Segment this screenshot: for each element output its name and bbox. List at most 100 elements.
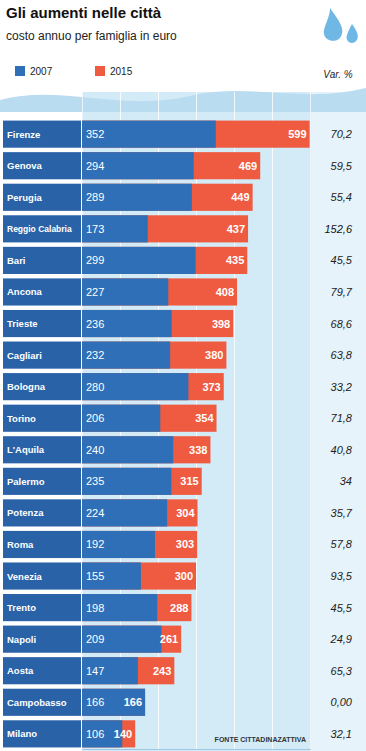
wave — [0, 88, 366, 112]
change-label: 93,5 — [331, 570, 353, 582]
category-label: Genova — [7, 160, 43, 171]
bar — [82, 626, 181, 653]
data-label: 261 — [160, 633, 178, 645]
change-label: 24,9 — [330, 633, 352, 645]
bar — [82, 405, 217, 432]
data-label: 380 — [205, 349, 223, 361]
tick — [310, 92, 311, 749]
data-label: 304 — [176, 507, 195, 519]
data-label: 599 — [288, 128, 306, 140]
change-label: 45,5 — [331, 602, 353, 614]
data-label: 235 — [86, 475, 104, 487]
bar — [82, 468, 171, 495]
category-box — [3, 152, 81, 179]
category-box — [3, 247, 81, 274]
category-box — [3, 121, 81, 148]
data-label: 173 — [86, 223, 104, 235]
plot-background — [82, 92, 310, 751]
bar — [82, 468, 202, 495]
category-box — [3, 310, 81, 337]
bar — [82, 720, 135, 747]
category-box — [3, 405, 81, 432]
data-label: 106 — [86, 728, 104, 740]
category-label: Napoli — [7, 634, 36, 645]
category-label: Aosta — [7, 665, 34, 676]
bar — [82, 310, 172, 337]
category-box — [3, 499, 81, 526]
subtitle: costo annuo per famiglia in euro — [6, 29, 177, 43]
data-label: 398 — [212, 318, 230, 330]
bars — [82, 121, 310, 748]
category-label: Campobasso — [7, 697, 67, 708]
bar — [82, 278, 168, 305]
data-label: 224 — [86, 507, 104, 519]
category-label: Reggio Calabria — [7, 224, 72, 234]
data-label: 192 — [86, 538, 104, 550]
data-label: 209 — [86, 633, 104, 645]
data-label: 299 — [86, 254, 104, 266]
data-label: 140 — [114, 728, 132, 740]
change-label: 70,2 — [331, 128, 352, 140]
legend-swatch — [15, 66, 25, 76]
bar — [82, 247, 196, 274]
data-label: 303 — [176, 538, 194, 550]
category-label: Palermo — [7, 476, 45, 487]
category-box — [3, 373, 81, 400]
source: FONTE CITTADINAZATTIVA — [215, 736, 306, 743]
change-label: 59,5 — [331, 160, 353, 172]
legend-label: 2007 — [30, 66, 53, 77]
title: Gli aumenti nelle città — [6, 4, 162, 21]
change-label: 45,5 — [331, 254, 353, 266]
change-label: 57,8 — [331, 538, 353, 550]
data-label: 243 — [153, 665, 171, 677]
data-label: 288 — [170, 602, 188, 614]
data-label: 289 — [86, 191, 104, 203]
bar — [82, 278, 237, 305]
chart: Gli aumenti nelle città costo annuo per f… — [0, 0, 366, 751]
category-box — [3, 468, 81, 495]
bar — [82, 121, 216, 148]
bar — [82, 531, 197, 558]
category-label: Trento — [7, 602, 36, 613]
change-label: 65,3 — [331, 665, 353, 677]
data-label: 352 — [86, 128, 104, 140]
category-box — [3, 562, 81, 589]
data-label: 408 — [216, 286, 234, 298]
bar — [82, 689, 145, 716]
bar — [82, 310, 233, 337]
category-box — [3, 720, 81, 747]
grid-line — [272, 92, 273, 749]
change-label: 79,7 — [331, 286, 353, 298]
data-label: 435 — [226, 254, 244, 266]
data-label: 147 — [86, 665, 104, 677]
bar — [82, 121, 310, 148]
data-label: 338 — [189, 444, 207, 456]
category-label: Venezia — [7, 571, 43, 582]
category-box — [3, 531, 81, 558]
category-label: Perugia — [7, 192, 43, 203]
category-label: Milano — [7, 728, 37, 739]
bar — [82, 405, 160, 432]
data-label: 315 — [180, 475, 198, 487]
change-label: 68,6 — [331, 318, 353, 330]
bar — [82, 626, 161, 653]
data-label: 232 — [86, 349, 104, 361]
bar — [82, 373, 188, 400]
data-label: 280 — [86, 381, 104, 393]
category-box — [3, 184, 81, 211]
data-labels: 3522942891732992272362322802062402352241… — [86, 128, 307, 740]
category-label: Potenza — [7, 507, 44, 518]
data-label: 354 — [195, 412, 214, 424]
bar — [82, 562, 196, 589]
column-header: Var. % — [323, 69, 352, 80]
category-box — [3, 215, 81, 242]
x-axis — [83, 92, 311, 750]
data-label: 236 — [86, 318, 104, 330]
column-background — [310, 92, 366, 751]
change-label: 63,8 — [331, 349, 353, 361]
category-label: Firenze — [7, 129, 40, 140]
category-box — [3, 342, 81, 369]
bar — [82, 373, 224, 400]
change-label: 152,6 — [324, 223, 352, 235]
grid-line — [310, 92, 311, 749]
